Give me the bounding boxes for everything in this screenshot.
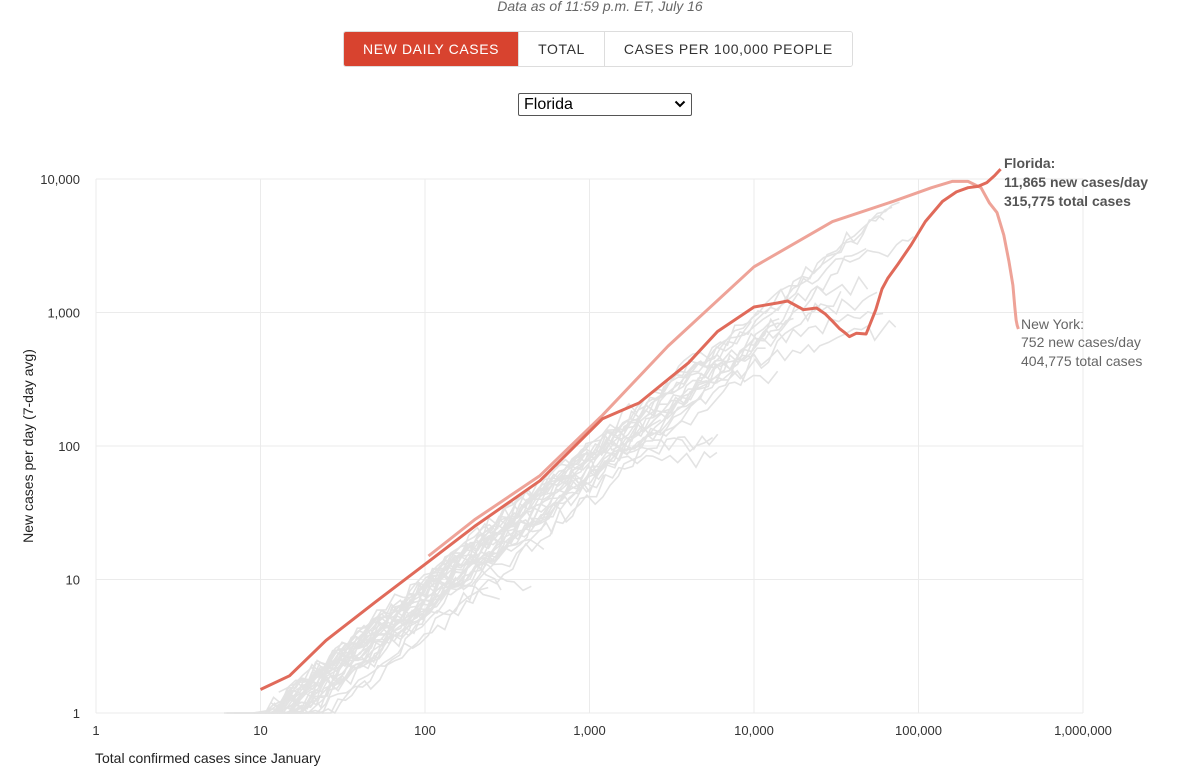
y-tick-label: 1,000 [47,306,80,321]
y-tick-label: 10,000 [40,172,80,187]
background-state-line [264,433,719,714]
tab-new-daily-cases[interactable]: NEW DAILY CASES [344,32,519,66]
y-tick-label: 1 [73,706,80,721]
y-tick-label: 100 [58,439,80,454]
highlight-series-group [259,168,1020,691]
background-state-line [281,319,897,714]
background-state-line [251,450,718,715]
x-axis-title: Total confirmed cases since January [95,750,321,766]
florida-annotation: Florida: 11,865 new cases/day 315,775 to… [1004,155,1148,209]
background-series-group [224,201,915,715]
y-axis-title: New cases per day (7-day avg) [20,349,36,543]
background-state-line [243,436,714,714]
chevron-down-icon [674,94,686,123]
x-tick-label: 100 [414,723,436,738]
background-state-line [234,317,780,714]
x-tick-label: 1,000 [573,723,606,738]
background-state-line [224,311,884,714]
tab-total[interactable]: TOTAL [518,32,604,66]
x-axis-ticks: 1 10 100 1,000 10,000 100,000 1,000,000 [92,723,1112,738]
background-state-line [263,417,662,714]
background-state-line [281,586,489,714]
x-tick-label: 1,000,000 [1054,723,1112,738]
florida-line [259,168,1002,691]
florida-annotation-new-cases: 11,865 new cases/day [1004,174,1148,190]
florida-annotation-name: Florida: [1004,155,1055,171]
background-state-line [270,291,878,715]
x-tick-label: 100,000 [895,723,942,738]
x-tick-label: 1 [92,723,99,738]
y-tick-label: 10 [66,573,80,588]
x-tick-label: 10,000 [734,723,774,738]
background-state-line [261,354,753,714]
new-york-line [427,179,1020,558]
florida-annotation-total-cases: 315,775 total cases [1004,193,1131,209]
background-state-line [284,317,794,714]
new-york-annotation-name: New York: [1021,316,1084,332]
tab-cases-per-100000[interactable]: CASES PER 100,000 PEOPLE [603,32,852,66]
new-york-annotation-new-cases: 752 new cases/day [1021,334,1141,350]
new-york-annotation-total-cases: 404,775 total cases [1021,353,1142,369]
x-tick-label: 10 [253,723,267,738]
background-state-line [269,290,842,715]
state-select[interactable]: Florida [518,93,692,116]
background-state-line [242,206,893,714]
new-york-annotation: New York: 752 new cases/day 404,775 tota… [1021,316,1142,369]
state-select-value: Florida [524,96,573,113]
data-as-of-note: Data as of 11:59 p.m. ET, July 16 [497,0,703,14]
y-axis-ticks: 1 10 100 1,000 10,000 [40,172,80,721]
metric-tabs: NEW DAILY CASES TOTAL CASES PER 100,000 … [343,31,853,67]
